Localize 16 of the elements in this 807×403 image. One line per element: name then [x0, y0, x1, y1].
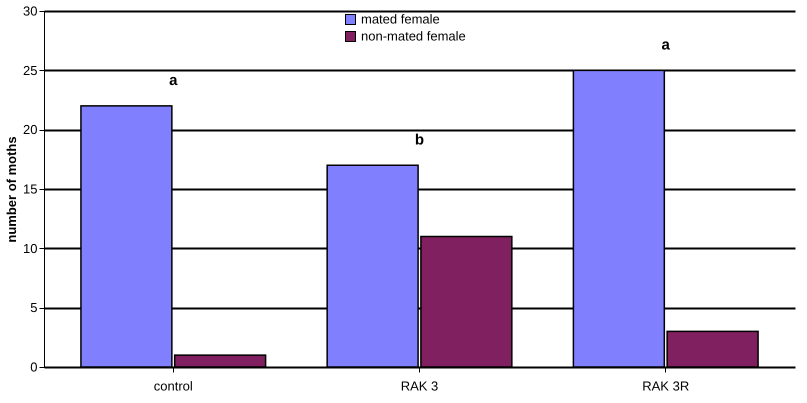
annotation: b: [414, 131, 424, 148]
y-tick-label: 30: [23, 4, 38, 18]
y-tick-label: 10: [23, 240, 38, 256]
annotation: a: [169, 72, 178, 89]
y-axis-title: number of moths: [4, 136, 20, 243]
annotation: a: [662, 36, 671, 54]
x-tick-label: RAK 3: [400, 378, 438, 394]
y-tick-label: 25: [23, 62, 38, 78]
x-tick-label: control: [154, 378, 193, 394]
legend-label: non-mated female: [361, 28, 466, 44]
y-tick-label: 20: [23, 122, 38, 138]
legend-label: mated female: [361, 12, 440, 26]
x-tick-label: RAK 3R: [642, 378, 690, 394]
y-tick-label: 5: [30, 300, 38, 316]
y-tick-label: 15: [23, 182, 38, 196]
y-tick-label: 0: [30, 360, 38, 374]
